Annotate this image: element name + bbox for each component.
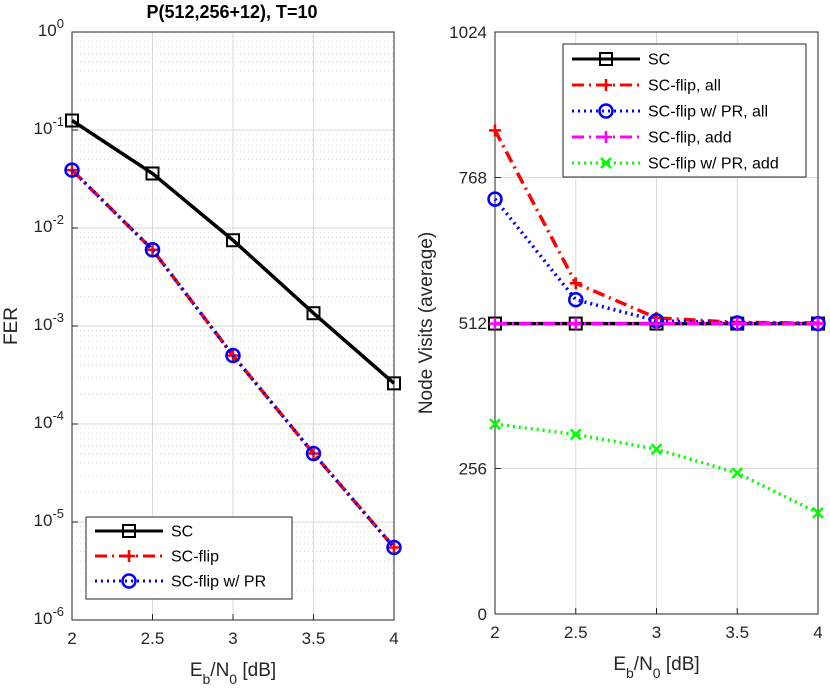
- data-point: [569, 317, 582, 330]
- data-point: [388, 541, 400, 554]
- x-tick-label: 3.5: [725, 623, 749, 642]
- x-tick-label: 3: [652, 623, 661, 642]
- y-tick-label: 1024: [449, 23, 487, 42]
- y-tick-label: 256: [459, 460, 487, 479]
- y-axis-label: FER: [1, 307, 22, 345]
- data-point: [225, 347, 241, 364]
- series-sc-flip-add: [489, 317, 824, 330]
- data-point: [650, 317, 663, 330]
- legend-item: SC-flip, add: [572, 130, 732, 147]
- series-sc-flip-w-pr: [64, 162, 402, 556]
- x-tick-label: 4: [389, 629, 398, 648]
- data-point: [569, 277, 582, 290]
- legend-marker: [600, 157, 612, 169]
- data-point: [568, 291, 584, 308]
- x-tick-label: 3: [228, 629, 237, 648]
- legend: SC SC-flip, all SC-flip w/ PR, all SC-flip,…: [562, 43, 807, 178]
- left-chart-title: P(512,256+12), T=10: [146, 2, 317, 22]
- legend-marker: [598, 103, 614, 119]
- series-sc: [65, 113, 401, 391]
- right-chart: 0 256 512 768 1024 2 2.5 3 3.5 4 Eb/N0 [dB] Node Vi…: [416, 23, 826, 681]
- legend: SC SC-flip SC-flip w/ PR: [85, 516, 293, 600]
- data-point: [489, 317, 501, 330]
- legend-item: SC: [95, 524, 193, 541]
- data-point: [144, 241, 161, 258]
- data-point: [731, 317, 744, 330]
- x-tick-label: 4: [813, 623, 822, 642]
- x-tick-label: 2.5: [141, 629, 165, 648]
- y-axis-label: Node Visits (average): [416, 232, 437, 414]
- data-point: [306, 306, 321, 321]
- data-point: [569, 428, 582, 441]
- legend-marker: [121, 573, 137, 589]
- data-point: [489, 418, 501, 431]
- data-point: [64, 162, 80, 178]
- data-point: [489, 124, 501, 137]
- data-point: [146, 243, 159, 256]
- x-tick-label: 2.5: [564, 623, 588, 642]
- legend-label: SC-flip w/ PR, add: [648, 156, 779, 173]
- legend-item: SC-flip w/ PR, all: [572, 103, 768, 121]
- legend-label: SC-flip: [171, 549, 219, 566]
- data-point: [145, 166, 160, 181]
- y-tick-label: 10-3: [34, 310, 64, 334]
- y-tick-label: 10-1: [34, 114, 64, 138]
- y-tick-label: 10-5: [34, 506, 64, 530]
- series-line: [71, 119, 396, 385]
- legend-label: SC-flip w/ PR: [171, 574, 266, 591]
- legend-marker: [122, 524, 136, 538]
- y-tick-label: 0: [478, 605, 487, 624]
- legend-label: SC-flip, add: [648, 130, 732, 147]
- y-tick-label: 10-4: [34, 408, 64, 432]
- data-point: [731, 467, 744, 479]
- x-tick-label: 2: [67, 629, 76, 648]
- y-tick-label: 100: [38, 16, 64, 40]
- legend-item: SC-flip, all: [572, 78, 721, 95]
- legend-marker: [123, 550, 135, 562]
- x-tick-label: 2: [490, 623, 499, 642]
- legend-item: SC-flip: [95, 549, 219, 566]
- y-tick-label: 10-2: [34, 212, 64, 236]
- data-point: [226, 233, 240, 248]
- data-point: [487, 191, 503, 207]
- data-point: [650, 443, 663, 456]
- series-sc-flip-w-pr-add: [489, 418, 824, 519]
- data-point: [65, 113, 79, 128]
- left-chart: 10-6 10-5 10-4 10-3 10-2 10-1 100 2 2.5 3 3.5 4 Eb/N…: [1, 16, 402, 687]
- legend-label: SC-flip, all: [648, 78, 721, 95]
- legend-item: SC-flip w/ PR: [95, 573, 266, 591]
- y-tick-label: 10-6: [34, 604, 64, 628]
- data-point: [386, 539, 402, 556]
- legend-marker: [600, 131, 612, 143]
- data-point: [812, 317, 824, 330]
- legend-marker: [599, 52, 613, 66]
- x-axis-label: Eb/N0 [dB]: [613, 654, 699, 681]
- data-point: [812, 506, 824, 519]
- y-tick-label: 768: [459, 169, 487, 188]
- series-line: [70, 168, 396, 549]
- legend-label: SC: [648, 52, 670, 69]
- legend-label: SC: [171, 524, 193, 541]
- legend-item: SC-flip w/ PR, add: [572, 156, 779, 173]
- data-point: [305, 445, 322, 462]
- legend-marker: [600, 79, 612, 91]
- data-point: [387, 376, 401, 391]
- x-tick-label: 3.5: [302, 629, 326, 648]
- y-tick-label: 512: [459, 314, 487, 333]
- legend-item: SC: [572, 52, 670, 69]
- x-axis-label: Eb/N0 [dB]: [190, 660, 276, 687]
- legend-label: SC-flip w/ PR, all: [648, 104, 768, 121]
- series-line: [493, 198, 819, 326]
